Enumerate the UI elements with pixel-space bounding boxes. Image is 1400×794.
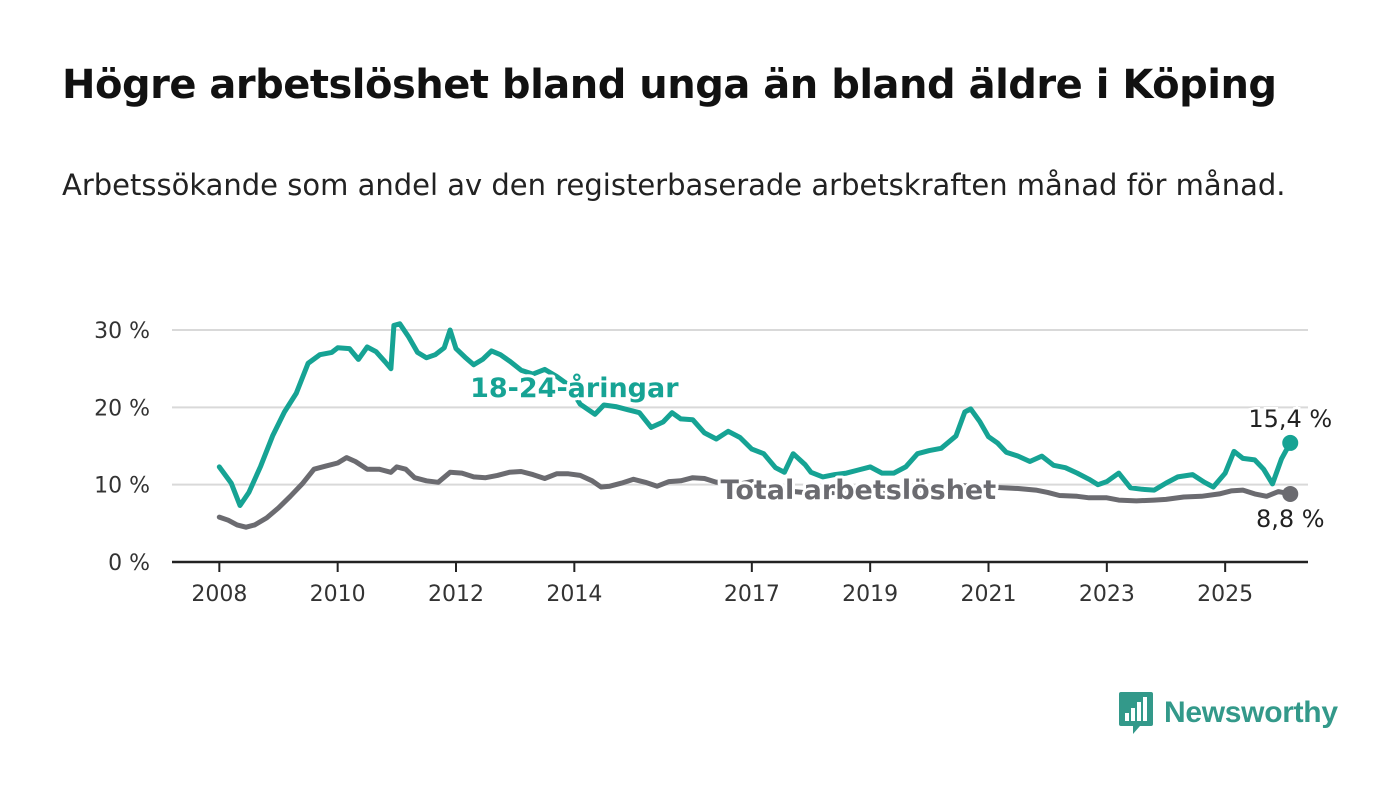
line-chart: 0 % 10 % 20 % 30 % 2008 2010 2012 2014 2017 2019… bbox=[94, 319, 1335, 607]
x-tick-label: 2025 bbox=[1197, 582, 1253, 607]
x-tick-label: 2012 bbox=[428, 582, 484, 607]
x-tick-label: 2010 bbox=[310, 582, 366, 607]
series-line-youth bbox=[216, 321, 1293, 508]
x-axis: 2008 2010 2012 2014 2017 2019 2021 2023 2025 bbox=[172, 560, 1308, 607]
end-point-youth bbox=[1282, 434, 1299, 451]
brand-name: Newsworthy bbox=[1164, 696, 1338, 729]
series-line-total bbox=[216, 455, 1293, 530]
chart-labels: 18-24-åringar Total arbetslöshet 15,4 % 8,8… bbox=[467, 369, 1335, 535]
end-point-total bbox=[1282, 485, 1299, 502]
y-tick-label: 10 % bbox=[94, 474, 150, 499]
gridlines: 0 % 10 % 20 % 30 % bbox=[94, 319, 1308, 576]
end-value-total: 8,8 % bbox=[1256, 505, 1325, 533]
x-tick-label: 2017 bbox=[724, 582, 780, 607]
end-value-youth: 15,4 % bbox=[1248, 405, 1332, 433]
x-tick-label: 2014 bbox=[546, 582, 602, 607]
series-lines bbox=[216, 321, 1293, 530]
newsworthy-logo: Newsworthy bbox=[1118, 690, 1338, 736]
bar-chart-speech-bubble-icon bbox=[1119, 692, 1153, 734]
y-tick-label: 20 % bbox=[94, 396, 150, 421]
chart-subtitle: Arbetssökande som andel av den registerb… bbox=[62, 168, 1286, 202]
y-tick-label: 30 % bbox=[94, 319, 150, 344]
series-label-total: Total arbetslöshet bbox=[721, 475, 997, 506]
x-tick-label: 2023 bbox=[1079, 582, 1135, 607]
series-label-youth: 18-24-åringar bbox=[470, 372, 679, 404]
chart-title: Högre arbetslöshet bland unga än bland ä… bbox=[62, 62, 1277, 108]
x-tick-label: 2019 bbox=[842, 582, 898, 607]
x-tick-label: 2021 bbox=[961, 582, 1017, 607]
x-tick-label: 2008 bbox=[191, 582, 247, 607]
y-tick-label: 0 % bbox=[108, 551, 150, 576]
